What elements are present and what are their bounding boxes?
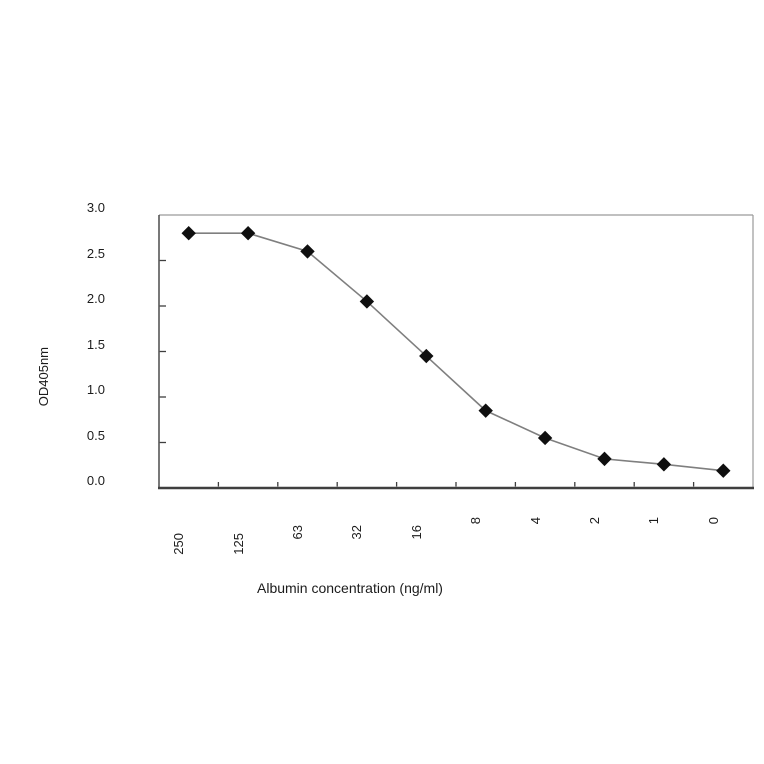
x-category-label: 0: [705, 517, 721, 525]
data-point-marker: [656, 457, 672, 472]
data-point-marker: [419, 348, 434, 364]
x-category-label: 250: [171, 533, 187, 555]
data-point-marker: [716, 463, 731, 478]
data-point-marker: [300, 244, 315, 259]
x-axis-title: Albumin concentration (ng/ml): [257, 580, 443, 596]
data-point-marker: [537, 430, 553, 446]
data-point-marker: [240, 226, 256, 241]
x-category-label: 32: [349, 525, 365, 540]
data-point-marker: [359, 294, 375, 309]
x-category-label: 2: [587, 517, 602, 525]
series-line: [188, 232, 724, 472]
y-tick-label: 3.0: [86, 200, 105, 215]
y-tick-label: 1.5: [86, 336, 105, 352]
x-category-label: 8: [468, 517, 484, 525]
x-category-label: 4: [527, 517, 543, 525]
x-category-label: 63: [290, 525, 305, 540]
y-tick-label: 0.5: [86, 427, 105, 443]
data-point-marker: [181, 226, 196, 241]
data-point-marker: [597, 451, 612, 467]
x-category-label: 125: [230, 533, 246, 555]
y-tick-label: 0.0: [86, 473, 105, 488]
data-point-marker: [478, 403, 493, 418]
y-tick-label: 1.0: [86, 382, 105, 397]
x-category-label: 16: [408, 525, 424, 540]
y-tick-label: 2.5: [86, 245, 105, 261]
x-category-label: 1: [646, 517, 662, 525]
y-tick-label: 2.0: [86, 291, 105, 306]
y-axis-title: OD405nm: [36, 347, 51, 407]
